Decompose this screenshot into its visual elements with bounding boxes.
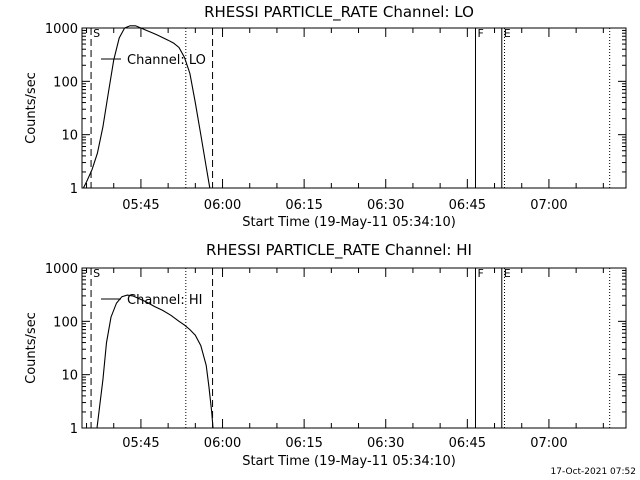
- plot-frame: [81, 27, 627, 189]
- y-axis-label: Counts/sec: [24, 72, 39, 144]
- chart-panel-1: RHESSI PARTICLE_RATE Channel: LO Start Ti…: [24, 3, 627, 230]
- y-tick-label: 100: [53, 315, 78, 330]
- x-tick-label: 05:45: [122, 436, 159, 451]
- marker-label: F: [477, 267, 483, 280]
- y-tick-label: 10: [61, 369, 78, 384]
- y-tick-label: 10: [61, 129, 78, 144]
- plot-frame: [81, 267, 627, 429]
- x-tick-label: 05:45: [122, 198, 159, 213]
- series-line: [96, 294, 214, 429]
- y-axis-label: Counts/sec: [24, 312, 39, 384]
- x-tick-label: 07:00: [530, 198, 567, 213]
- x-tick-label: 07:00: [530, 436, 567, 451]
- x-tick-label: 06:15: [285, 198, 322, 213]
- y-tick-label: 100: [53, 75, 78, 90]
- chart-title: RHESSI PARTICLE_RATE Channel: HI: [206, 241, 472, 260]
- x-axis-label: Start Time (19-May-11 05:34:10): [242, 215, 456, 230]
- x-tick-label: 06:45: [449, 436, 486, 451]
- x-axis-label: Start Time (19-May-11 05:34:10): [242, 454, 456, 469]
- chart-panel-2: RHESSI PARTICLE_RATE Channel: HI Start Ti…: [24, 241, 627, 469]
- chart-title: RHESSI PARTICLE_RATE Channel: LO: [204, 3, 474, 22]
- footer-timestamp: 17-Oct-2021 07:52: [551, 467, 636, 477]
- y-tick-label: 1000: [45, 262, 78, 277]
- marker-label: E: [504, 267, 511, 280]
- x-tick-label: 06:00: [204, 198, 241, 213]
- x-tick-label: 06:15: [285, 436, 322, 451]
- y-tick-label: 1000: [45, 22, 78, 37]
- marker-label: E: [504, 27, 511, 40]
- marker-label: S: [93, 27, 100, 40]
- legend-label: Channel: LO: [127, 53, 206, 68]
- x-tick-label: 06:00: [204, 436, 241, 451]
- marker-label: F: [477, 27, 483, 40]
- x-tick-label: 06:30: [367, 436, 404, 451]
- x-tick-label: 06:30: [367, 198, 404, 213]
- marker-label: S: [93, 267, 100, 280]
- x-tick-label: 06:45: [449, 198, 486, 213]
- y-tick-label: 1: [70, 182, 78, 197]
- y-tick-label: 1: [70, 422, 78, 437]
- series-line: [82, 25, 211, 189]
- legend-label: Channel: HI: [127, 293, 203, 308]
